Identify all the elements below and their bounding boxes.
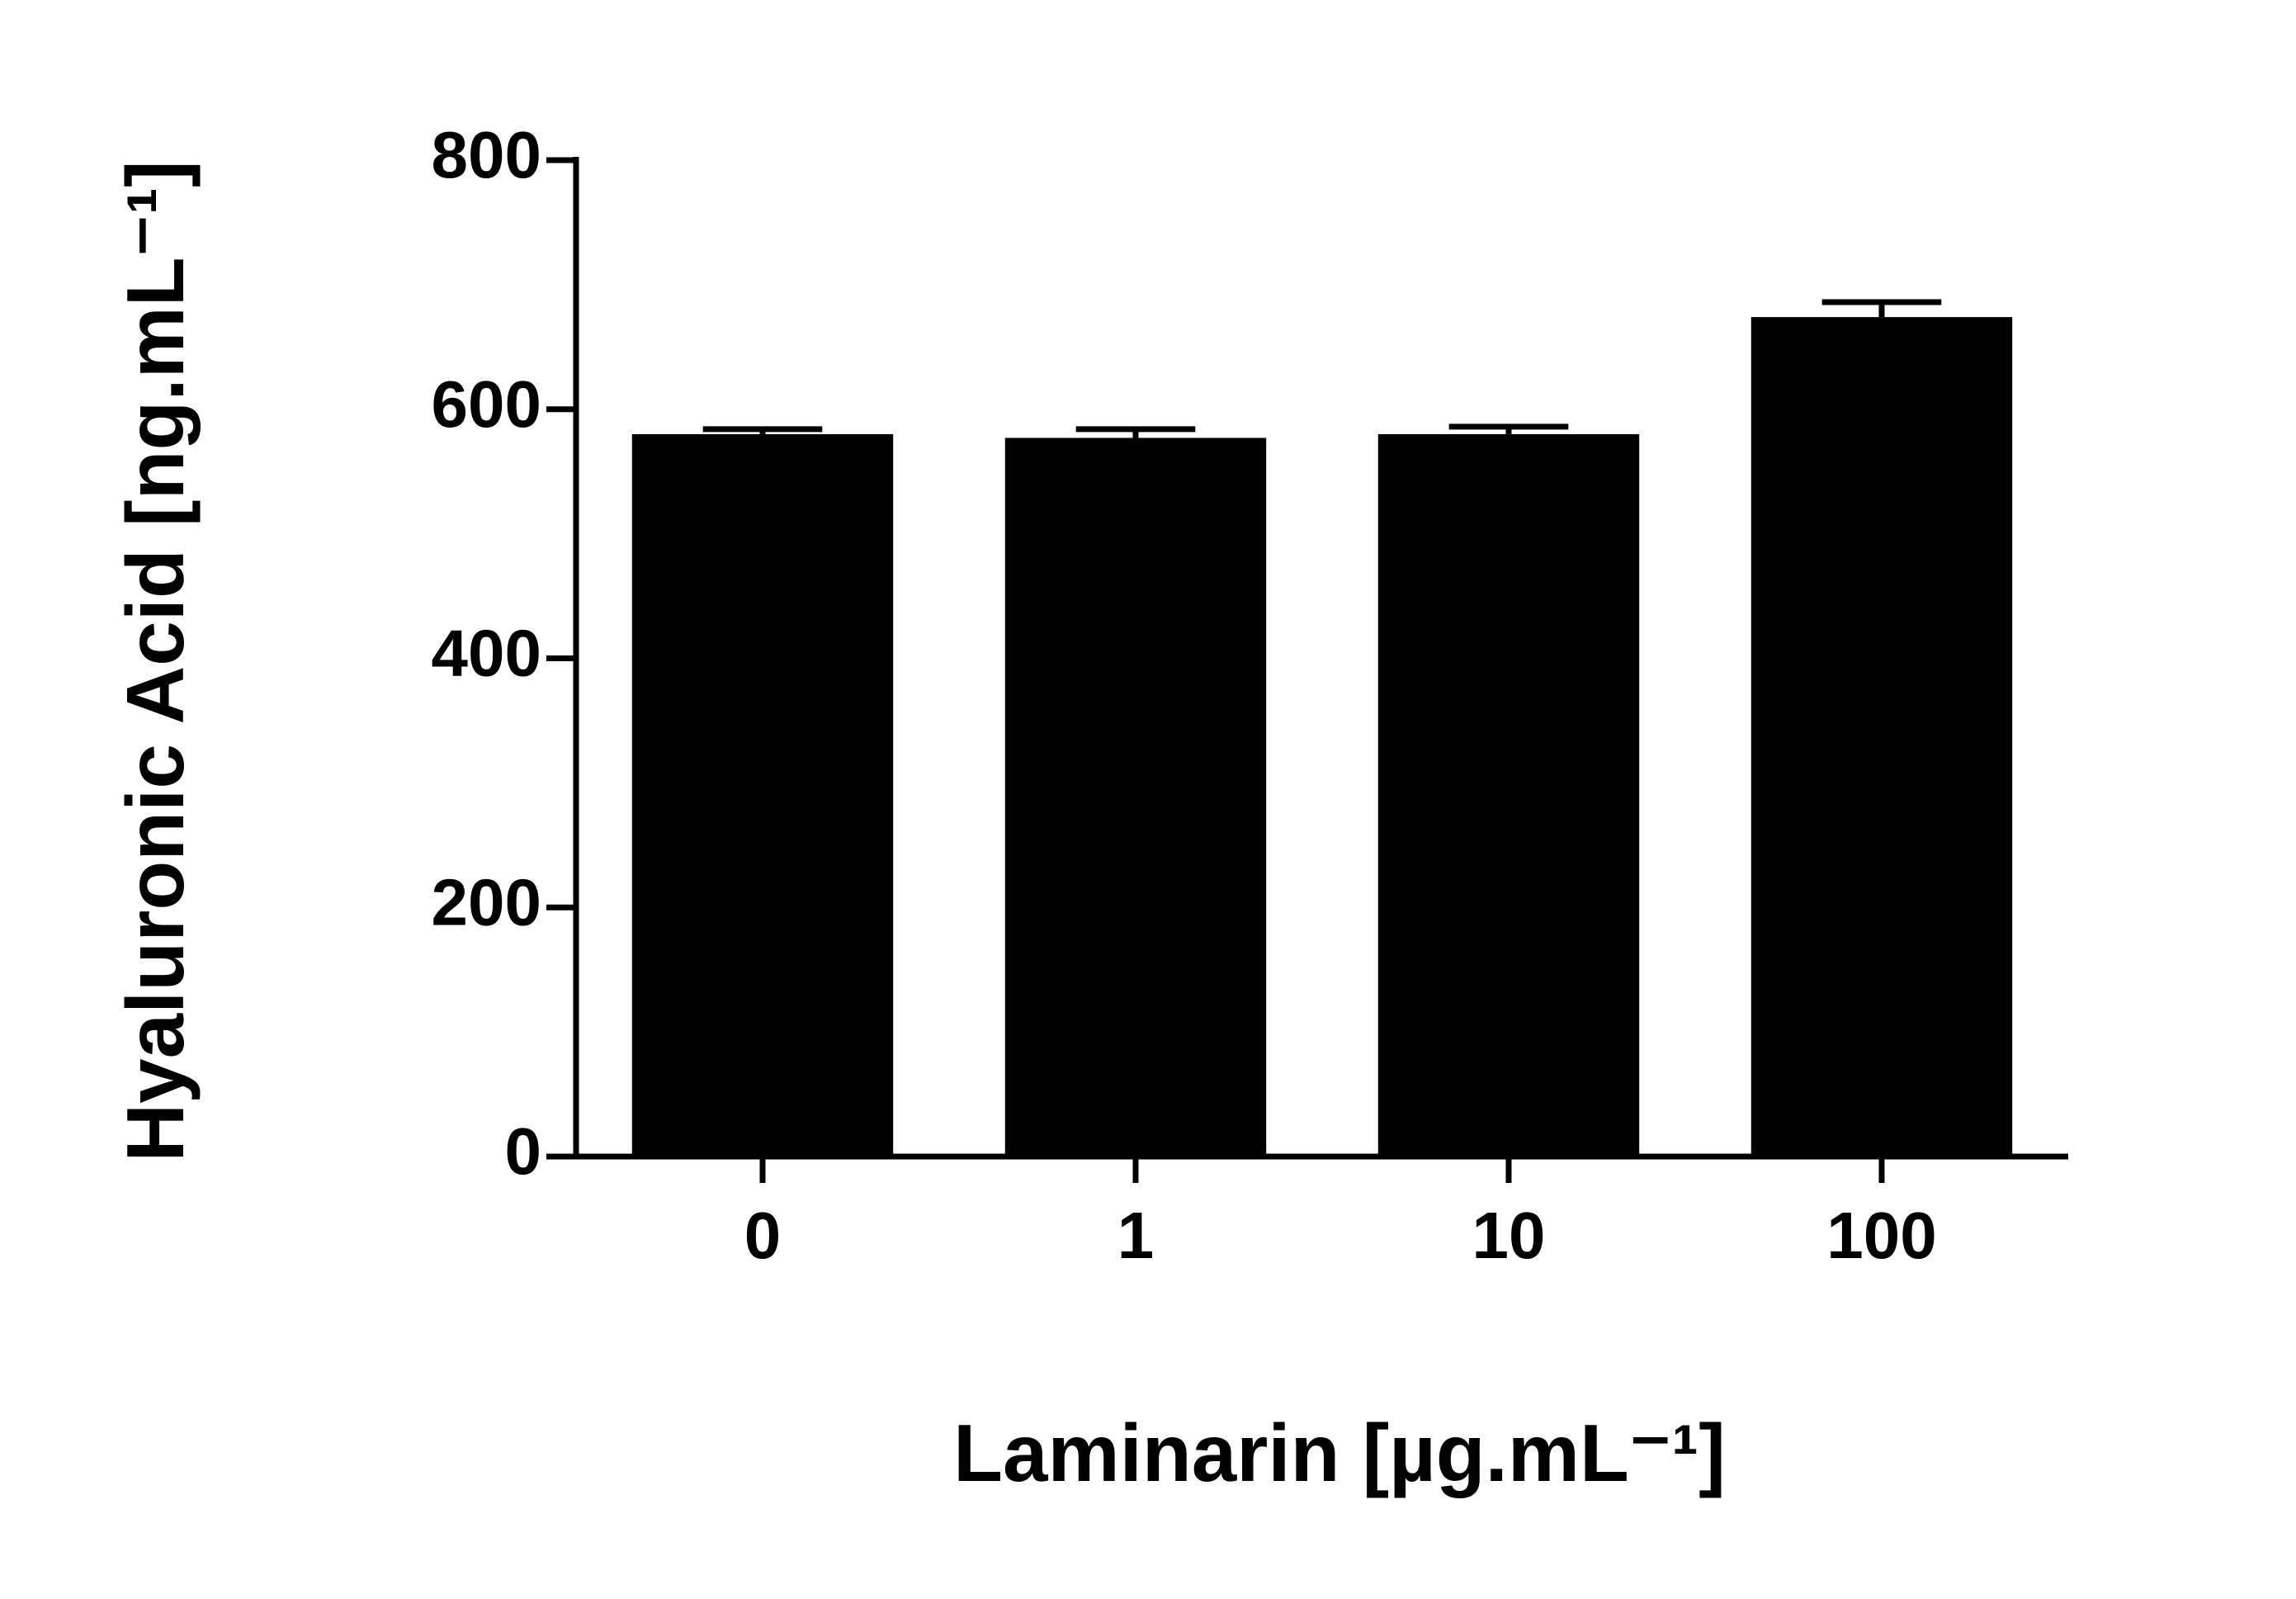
bar [631,433,894,1157]
error-bar [1821,299,1942,318]
y-tick-label: 800 [432,118,541,192]
x-axis-title: Laminarin [µg.mL⁻¹] [953,1407,1726,1498]
y-tick-label: 200 [432,865,541,939]
bar [1004,438,1267,1157]
y-tick-label: 600 [432,367,541,441]
bar [1377,433,1640,1157]
x-tick-label: 1 [1117,1199,1155,1272]
error-bar [1448,423,1569,434]
x-tick-label: 0 [744,1199,782,1272]
error-bar [1075,426,1196,438]
error-bar [702,426,823,434]
x-tick-label: 100 [1826,1199,1936,1272]
bar [1750,317,2013,1157]
y-tick-label: 0 [505,1114,542,1188]
y-axis-title: Hyaluronic Acid [ng.mL⁻¹] [110,160,201,1161]
y-tick-label: 400 [432,617,541,690]
x-tick-label: 10 [1472,1199,1546,1272]
